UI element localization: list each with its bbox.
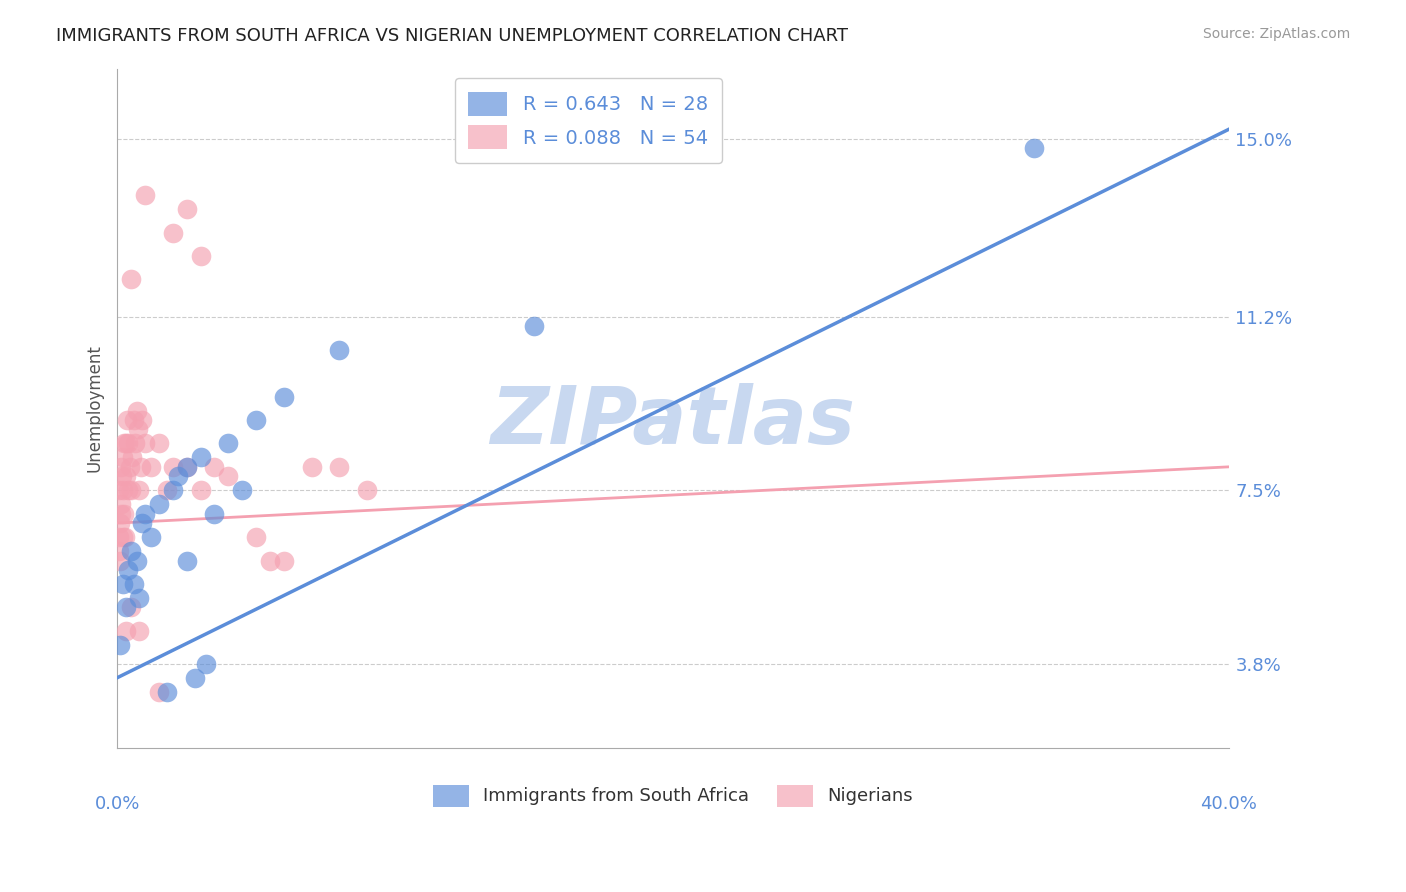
Point [110, 497, 132, 511]
Point [122, 577, 145, 591]
Point [112, 507, 135, 521]
Text: Source: ZipAtlas.com: Source: ZipAtlas.com [1202, 27, 1350, 41]
Point [131, 516, 153, 530]
Point [115, 413, 138, 427]
Point [162, 459, 184, 474]
Point [120, 600, 142, 615]
Text: IMMIGRANTS FROM SOUTH AFRICA VS NIGERIAN UNEMPLOYMENT CORRELATION CHART: IMMIGRANTS FROM SOUTH AFRICA VS NIGERIAN… [56, 27, 848, 45]
Point [156, 685, 179, 699]
Point [139, 459, 162, 474]
Point [217, 436, 239, 450]
Point [111, 577, 134, 591]
Point [122, 413, 145, 427]
Point [117, 436, 139, 450]
Point [245, 530, 267, 544]
Point [176, 459, 198, 474]
Point [134, 507, 156, 521]
Point [118, 459, 141, 474]
Point [110, 459, 132, 474]
Point [134, 436, 156, 450]
Point [176, 202, 198, 216]
Point [108, 483, 131, 498]
Point [131, 413, 153, 427]
Point [148, 497, 170, 511]
Point [328, 459, 350, 474]
Point [217, 469, 239, 483]
Point [124, 436, 146, 450]
Point [190, 483, 212, 498]
Point [204, 507, 226, 521]
Point [231, 483, 253, 498]
Point [120, 272, 142, 286]
Point [523, 319, 546, 334]
Point [117, 483, 139, 498]
Legend: Immigrants from South Africa, Nigerians: Immigrants from South Africa, Nigerians [426, 777, 920, 814]
Point [127, 422, 149, 436]
Point [134, 188, 156, 202]
Point [273, 390, 295, 404]
Point [139, 530, 162, 544]
Point [195, 657, 218, 671]
Point [108, 516, 131, 530]
Point [111, 469, 134, 483]
Point [110, 507, 132, 521]
Text: 40.0%: 40.0% [1201, 795, 1257, 814]
Point [156, 483, 179, 498]
Point [129, 459, 152, 474]
Point [1022, 141, 1045, 155]
Point [120, 483, 142, 498]
Point [107, 544, 129, 558]
Point [167, 469, 190, 483]
Text: ZIPatlas: ZIPatlas [491, 383, 855, 461]
Y-axis label: Unemployment: Unemployment [86, 344, 103, 472]
Text: 0.0%: 0.0% [94, 795, 139, 814]
Point [148, 436, 170, 450]
Point [125, 553, 148, 567]
Point [111, 483, 134, 498]
Point [162, 483, 184, 498]
Point [125, 403, 148, 417]
Point [114, 530, 136, 544]
Point [128, 483, 150, 498]
Point [112, 450, 135, 465]
Point [190, 450, 212, 465]
Point [356, 483, 378, 498]
Point [245, 413, 267, 427]
Point [128, 624, 150, 638]
Point [176, 459, 198, 474]
Point [176, 553, 198, 567]
Point [328, 343, 350, 357]
Point [301, 459, 323, 474]
Point [112, 436, 135, 450]
Point [115, 469, 138, 483]
Point [114, 436, 136, 450]
Point [117, 563, 139, 577]
Point [108, 553, 131, 567]
Point [121, 450, 143, 465]
Point [259, 553, 281, 567]
Point [204, 459, 226, 474]
Point [190, 249, 212, 263]
Point [114, 624, 136, 638]
Point [184, 671, 207, 685]
Point [107, 530, 129, 544]
Point [120, 544, 142, 558]
Point [162, 226, 184, 240]
Point [108, 638, 131, 652]
Point [273, 553, 295, 567]
Point [111, 530, 134, 544]
Point [114, 600, 136, 615]
Point [128, 591, 150, 605]
Point [148, 685, 170, 699]
